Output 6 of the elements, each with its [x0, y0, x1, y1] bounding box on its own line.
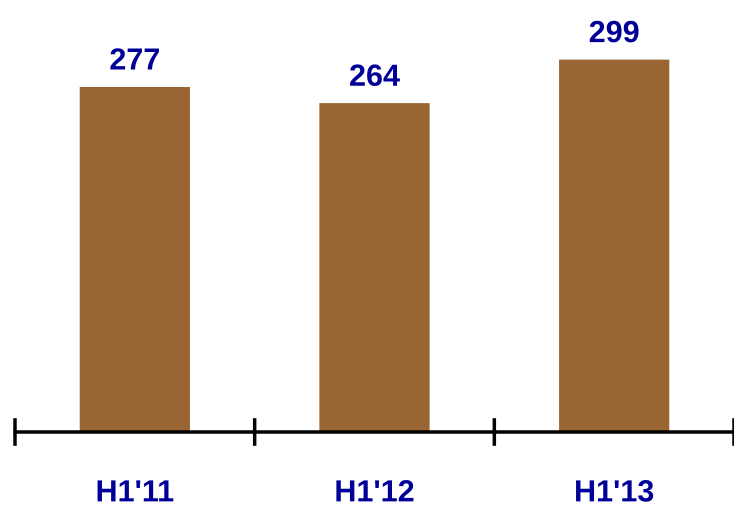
data-label: 299 [590, 20, 639, 42]
data-label: 264 [350, 64, 400, 86]
x-tick-label: H1'13 [576, 480, 654, 502]
data-label: 277 [110, 48, 159, 70]
x-tick-label: H1'12 [336, 480, 414, 502]
x-tick-label: H1'11 [98, 480, 174, 502]
